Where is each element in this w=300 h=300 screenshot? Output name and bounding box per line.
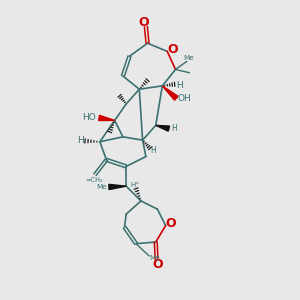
Polygon shape [99,116,115,121]
Text: H: H [150,146,156,155]
Polygon shape [162,86,178,100]
Text: Me: Me [150,255,160,261]
Text: Me: Me [96,184,107,190]
Text: H: H [176,81,183,90]
Text: Me: Me [184,55,194,61]
Text: O: O [165,218,176,230]
Text: O: O [152,258,163,271]
Polygon shape [156,125,170,131]
Text: OH: OH [178,94,191,103]
Text: H: H [171,124,177,133]
Text: HO: HO [82,112,96,122]
Text: =CH₂: =CH₂ [85,177,103,183]
Text: O: O [167,43,178,56]
Polygon shape [109,184,126,190]
Text: H'': H'' [131,182,140,188]
Text: O: O [138,16,149,29]
Text: H: H [77,136,83,146]
